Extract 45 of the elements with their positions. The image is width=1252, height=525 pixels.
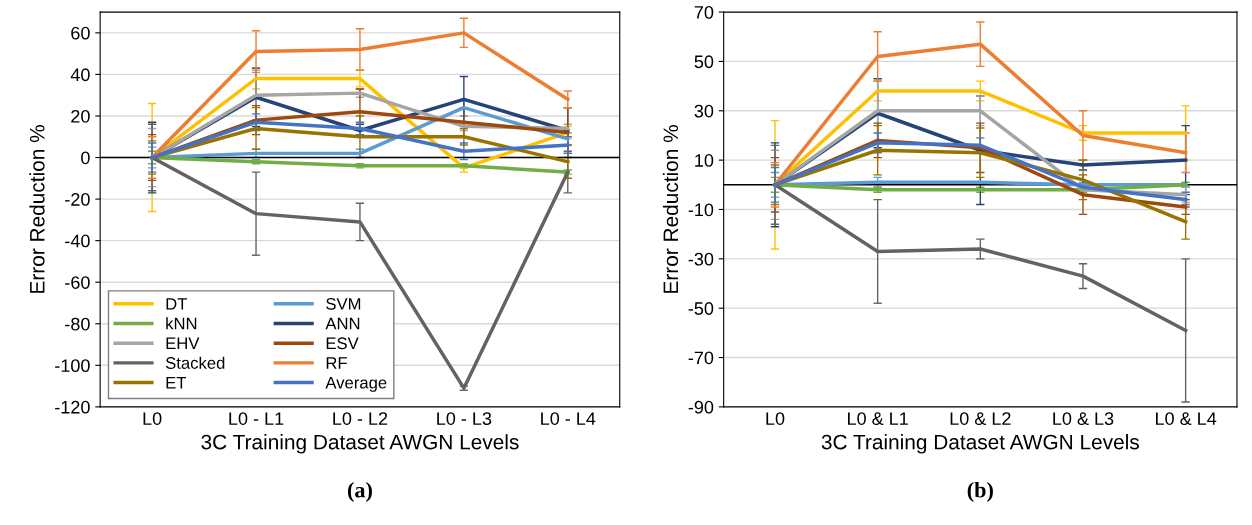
x-tick-label: L0 [766,412,785,425]
y-tick-label: -40 [65,234,90,248]
x-tick-label: L0 [143,412,162,425]
y-tick-label: -90 [688,400,714,414]
legend-label: SVM [326,297,361,310]
y-tick-label: -60 [65,276,90,289]
y-tick-label: 50 [694,55,714,69]
x-tick-label: L0 - L3 [437,412,492,425]
legend-label: RF [326,357,347,369]
x-tick-label: L0 - L2 [333,412,388,425]
y-axis-title: Error Reduction % [662,125,679,293]
legend-label: kNN [166,317,197,330]
x-axis-title: 3C Training Dataset AWGN Levels [821,434,1139,454]
y-tick-label: 40 [70,68,90,82]
legend-label: Stacked [165,356,225,369]
y-tick-label: -50 [688,302,714,315]
y-tick-label: -70 [688,351,714,365]
y-tick-label: -120 [55,400,90,414]
y-tick-label: 60 [71,26,90,40]
x-tick-label: L0 - L1 [229,412,284,425]
y-tick-label: 20 [71,109,90,123]
x-tick-label: L0 & L3 [1053,412,1114,425]
legend-label: Average [325,376,387,392]
x-axis-title: 3C Training Dataset AWGN Levels [201,434,519,454]
x-tick-label: L0 - L4 [541,412,596,425]
legend-label: ANN [325,317,360,330]
legend-label: ESV [326,337,359,350]
y-axis-title: Error Reduction % [29,125,45,293]
legend-label: EHV [166,337,200,350]
legend-label: DT [166,298,187,310]
legend-label: ET [166,376,187,389]
y-tick-label: -30 [688,252,714,266]
y-tick-label: -10 [688,203,714,217]
y-tick-label: 10 [695,154,714,167]
x-tick-label: L0 & L4 [1156,412,1217,425]
x-tick-label: L0 & L2 [950,412,1011,425]
y-tick-label: -20 [65,193,90,206]
y-tick-label: 30 [694,104,714,118]
y-tick-label: 0 [81,151,90,165]
y-tick-label: -80 [65,317,90,331]
y-tick-label: 70 [694,6,714,19]
x-tick-label: L0 & L1 [848,412,908,425]
text: (b) [967,481,993,503]
text: (a) [347,481,372,503]
y-tick-label: -100 [55,359,90,373]
